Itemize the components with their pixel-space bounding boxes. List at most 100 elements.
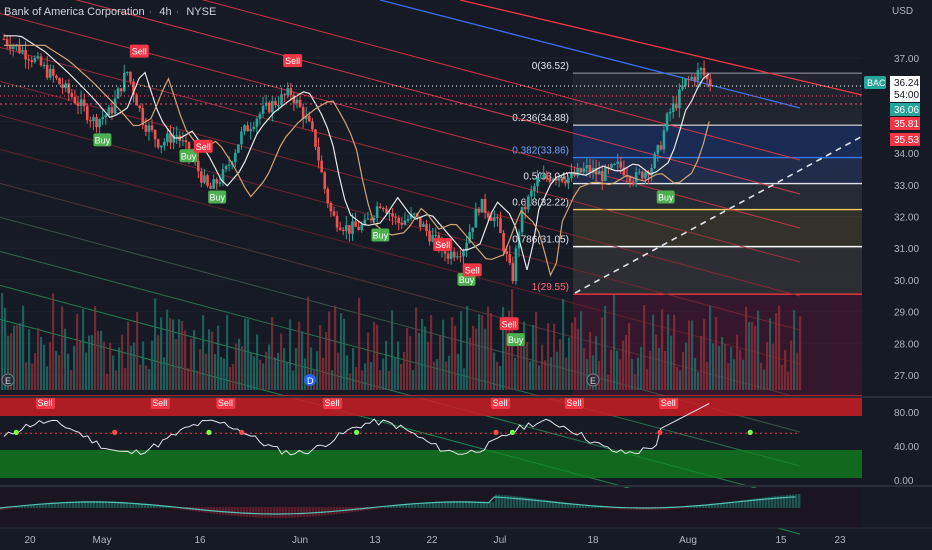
candle-body [172,135,175,143]
candle-body [409,213,413,219]
momentum-bar [768,496,771,508]
candle-body [545,174,549,179]
candle-body [422,224,425,227]
candle-body [616,161,619,165]
momentum-bar [156,505,159,508]
oscillator-dot [657,429,663,435]
momentum-bar [144,503,147,508]
volume-bar [235,343,238,390]
candle-body [483,199,487,214]
candle-body [625,175,629,178]
momentum-bar [291,507,294,518]
momentum-bar [699,505,702,508]
candle-body [159,145,163,148]
oscillator-dot [509,429,515,435]
momentum-bar [108,501,111,508]
volume-bar [778,305,781,390]
candle-body [227,164,231,166]
time-axis[interactable]: 20 May 16 Jun 13 22 Jul 18 Aug 15 23 [24,535,846,546]
momentum-pane[interactable] [0,488,862,528]
candle-body [129,71,132,82]
candle-body [113,98,117,114]
momentum-bar [159,505,162,508]
momentum-bar [102,501,105,508]
candle-body [674,103,678,109]
volume-bar [577,328,580,390]
candle-body [277,104,280,106]
momentum-bar [444,501,447,508]
momentum-bar [717,503,720,508]
dividend-marker[interactable]: D [304,374,316,386]
candle-body [314,129,317,147]
momentum-bar [9,507,12,509]
volume-bar [481,315,484,390]
candle-body [693,76,697,81]
momentum-bar [609,507,612,509]
candle-body [233,152,237,163]
volume-bar [691,320,694,390]
volume-bar [607,374,610,390]
volume-bar [337,352,340,390]
price-tick-label: 28.00 [894,339,919,350]
candle-body [681,85,684,90]
momentum-bar [309,507,312,517]
momentum-bar [84,501,87,508]
momentum-bar [48,503,51,508]
volume-bar [766,342,769,390]
candle-body [533,186,536,191]
candle-body [320,160,323,173]
red-level-text-1: 35.81 [894,119,919,130]
volume-bar [22,305,25,390]
candle-body [434,235,438,237]
volume-bar [559,339,562,390]
momentum-bar [735,501,738,508]
oscillator-pane[interactable]: 80.00 40.00 0.00 Sell Sell Sell Sell Sell Sell Se… [0,395,919,487]
volume-bar [547,323,550,390]
momentum-bar [750,499,753,508]
candle-body [144,125,148,132]
volume-bars [1,289,802,390]
fib-level-label: 0.236(34.88) [512,113,569,124]
dashed-trendline[interactable] [574,119,893,294]
momentum-bar [60,502,63,508]
price-axis-area[interactable] [862,0,932,398]
volume-bar [445,361,448,390]
volume-bar [784,350,787,390]
candle-body [345,225,348,232]
candle-body [304,115,308,120]
volume-bar [370,362,373,390]
candle-body [391,213,394,217]
candle-body [184,140,188,143]
momentum-bar [507,495,510,508]
dividend-marker-text: D [307,376,314,386]
fibonacci-retracement[interactable]: 0(36.52)0.236(34.88)0.382(33.86)0.5(33.0… [512,61,862,397]
volume-bar [1,292,4,390]
earnings-marker-2[interactable]: E [586,373,600,387]
candle-body [542,174,545,178]
volume-bar [628,323,631,390]
candle-body [400,222,404,225]
momentum-bar [756,498,759,508]
candle-body [18,44,21,53]
candle-body [446,253,450,259]
momentum-bar [705,505,708,508]
fib-zone [573,246,862,295]
momentum-bar [312,507,315,517]
earnings-marker-1[interactable]: E [1,373,15,387]
momentum-bar [375,507,378,510]
volume-bar [244,318,247,390]
oscillator-sell-text: Sell [152,398,167,408]
candle-body [237,144,240,153]
candle-body [459,256,462,258]
volume-bar [697,371,700,390]
currency-label: USD [892,6,913,17]
momentum-bar [738,500,741,508]
candle-body [702,67,706,76]
candle-body [196,160,200,172]
volume-bar [163,357,166,390]
momentum-bar [243,507,246,517]
signal-label: Buy [373,231,389,241]
channel-line [0,148,801,365]
volume-bar [448,355,451,390]
